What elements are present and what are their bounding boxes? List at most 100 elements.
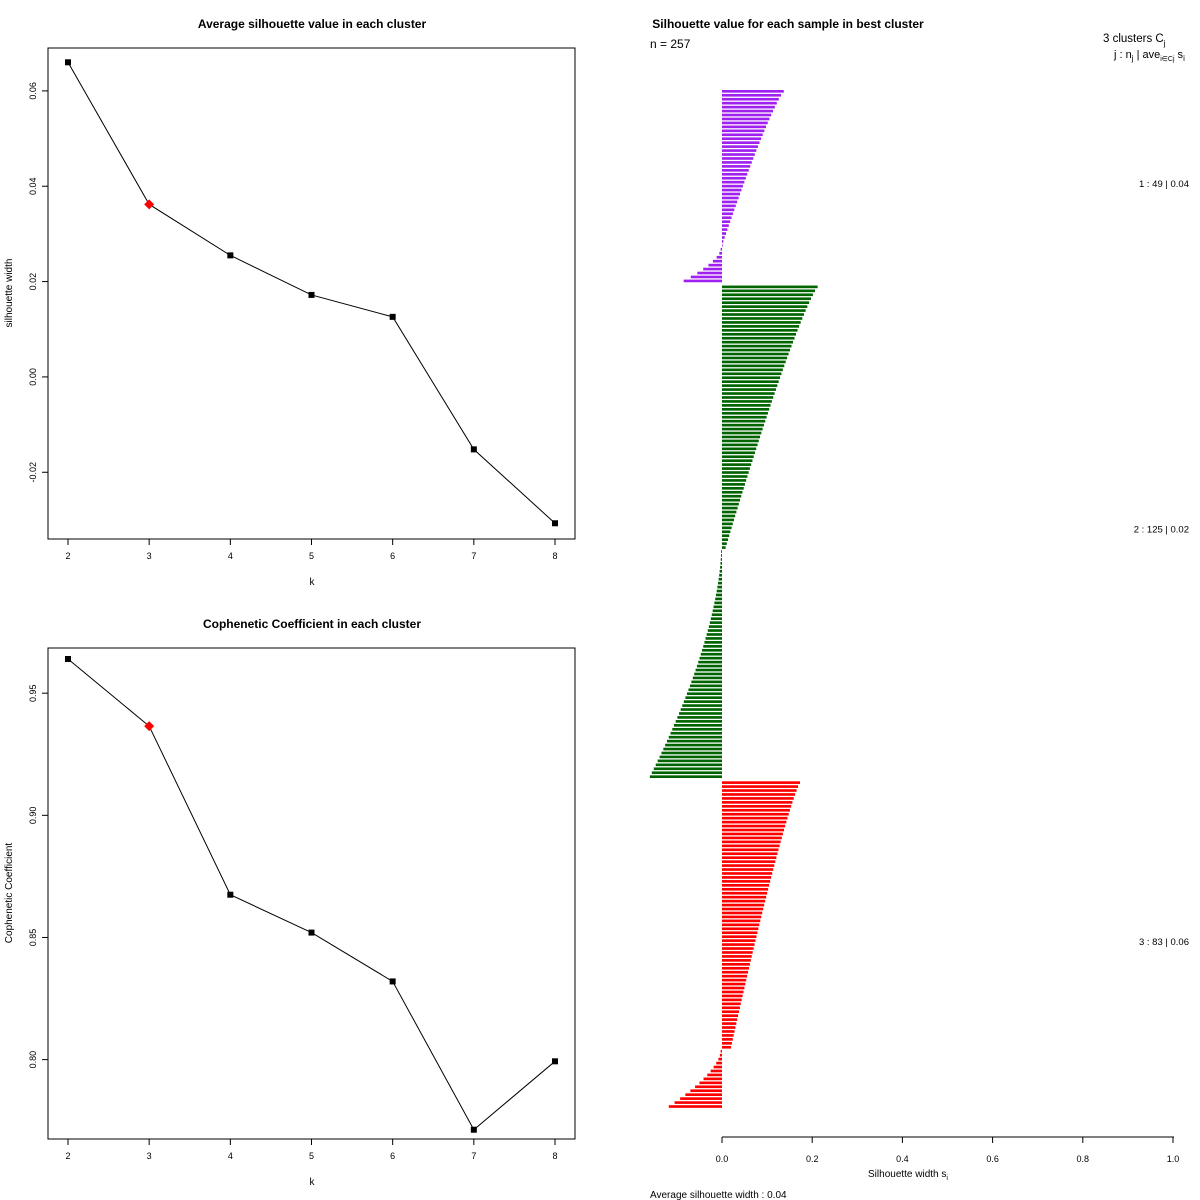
- sample-bar: [722, 463, 752, 466]
- sample-bar: [722, 161, 752, 164]
- sample-bar: [722, 542, 727, 545]
- cluster-1-legend-label: 1 : 49 | 0.04: [1139, 179, 1189, 190]
- sample-bar: [668, 735, 722, 739]
- sample-bar: [722, 372, 782, 376]
- sample-bar: [722, 192, 741, 196]
- sample-bar: [695, 668, 722, 672]
- sample-bar: [703, 645, 722, 648]
- sample-bar: [717, 585, 722, 589]
- sample-bar: [722, 899, 766, 903]
- sample-bar: [720, 1049, 722, 1053]
- sample-bar: [722, 1042, 732, 1045]
- sample-bar: [665, 743, 722, 747]
- data-point: [65, 59, 71, 66]
- x-tick-label: 0.8: [1077, 1154, 1090, 1164]
- x-tick-label: 0.4: [896, 1154, 909, 1164]
- sample-bar: [692, 676, 722, 680]
- cophenetic-plot-frame: [47, 647, 576, 1140]
- sample-bar: [672, 727, 722, 731]
- sample-bar: [722, 959, 751, 962]
- sample-bar: [722, 828, 785, 832]
- sample-bar: [722, 1038, 733, 1041]
- sample-bar: [668, 1105, 722, 1108]
- sample-bar: [722, 309, 806, 312]
- x-tick-label: 7: [471, 551, 476, 561]
- sample-bar: [722, 872, 773, 875]
- sample-bar: [722, 820, 787, 824]
- sample-bar: [722, 1002, 741, 1006]
- data-point: [227, 252, 234, 259]
- sample-bar: [708, 625, 722, 628]
- sample-bar: [661, 751, 722, 755]
- sample-bar: [722, 998, 742, 1002]
- sample-bar: [722, 447, 757, 451]
- sample-bar: [722, 232, 727, 235]
- sample-bar: [722, 220, 731, 223]
- sample-bar: [720, 566, 722, 569]
- x-tick-label: 2: [65, 551, 70, 561]
- sample-bar: [722, 356, 788, 360]
- sample-bar: [722, 990, 744, 994]
- sample-bar: [722, 514, 736, 518]
- sample-bar: [716, 1061, 722, 1065]
- sample-bar: [722, 498, 741, 502]
- sample-bar: [722, 1018, 738, 1021]
- sample-bar: [722, 812, 789, 816]
- sample-bar: [722, 216, 732, 220]
- y-tick-label: -0.02: [28, 462, 38, 483]
- sample-bar: [716, 255, 722, 259]
- sample-bar: [722, 907, 764, 911]
- sample-bar: [722, 348, 791, 352]
- silhouette-chart-title: Average silhouette value in each cluster: [198, 17, 427, 31]
- sample-bar: [722, 459, 753, 462]
- sample-bar: [722, 816, 788, 820]
- sample-bar: [722, 1030, 735, 1033]
- sample-bar: [722, 538, 728, 541]
- sample-bar: [722, 172, 748, 176]
- sample-bar: [722, 951, 753, 954]
- sample-bar: [675, 720, 722, 723]
- sample-bar: [721, 550, 722, 553]
- sample-bar: [722, 376, 781, 380]
- sample-bar: [685, 1093, 722, 1096]
- sample-bar: [720, 554, 722, 557]
- sample-bar: [722, 129, 765, 133]
- sample-bar: [722, 431, 762, 435]
- x-tick-label: 1.0: [1167, 1154, 1180, 1164]
- sample-bar: [722, 852, 778, 856]
- data-point: [308, 291, 315, 298]
- sample-bar: [722, 97, 779, 101]
- sample-bar: [722, 157, 754, 160]
- cophenetic-chart-title: Cophenetic Coefficient in each cluster: [203, 617, 421, 631]
- sample-bar: [722, 479, 747, 482]
- sample-bar: [722, 880, 771, 883]
- sample-bar: [722, 864, 775, 867]
- sample-bar: [722, 224, 729, 227]
- x-tick-label: 5: [309, 551, 314, 561]
- sample-bar: [722, 471, 749, 474]
- sample-bar: [722, 388, 776, 391]
- sample-bar: [722, 1010, 739, 1014]
- sample-bar: [722, 344, 792, 348]
- sample-bar: [722, 384, 778, 387]
- y-tick-label: 0.90: [28, 807, 38, 825]
- cophenetic-line-chart: Cophenetic Coefficient in each cluster k…: [4, 617, 576, 1188]
- sample-bar: [722, 380, 779, 383]
- sample-bar: [722, 423, 764, 427]
- legend-header-nj-sub: j: [1131, 54, 1134, 63]
- sample-bar: [713, 605, 722, 609]
- sample-bar: [722, 411, 768, 415]
- sample-bar: [706, 633, 722, 636]
- sample-bar: [655, 763, 722, 767]
- sample-bar: [715, 597, 722, 601]
- sample-bar: [722, 848, 779, 852]
- sample-bar: [722, 451, 755, 455]
- sample-bar: [722, 868, 774, 871]
- series-line: [67, 658, 556, 1131]
- data-point: [470, 1126, 477, 1133]
- x-tick-label: 4: [228, 551, 233, 561]
- sample-bar: [722, 419, 766, 423]
- sample-bar: [707, 629, 722, 632]
- sample-bar: [722, 165, 751, 168]
- sample-bar: [691, 680, 722, 684]
